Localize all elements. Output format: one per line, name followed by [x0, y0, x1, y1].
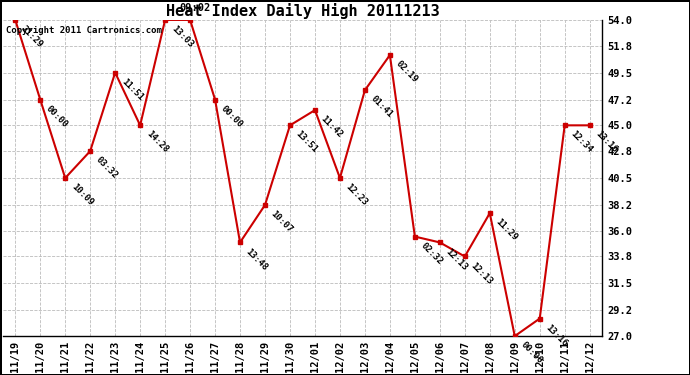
Text: 21:29: 21:29 [19, 24, 45, 50]
Text: 00:00: 00:00 [219, 104, 244, 129]
Text: 13:16: 13:16 [594, 129, 619, 155]
Text: 02:19: 02:19 [394, 59, 420, 85]
Text: 14:28: 14:28 [144, 129, 170, 155]
Text: 12:23: 12:23 [344, 182, 369, 207]
Text: 13:16: 13:16 [544, 323, 569, 348]
Text: 13:48: 13:48 [244, 247, 270, 272]
Text: 11:42: 11:42 [319, 114, 344, 140]
Text: 02:32: 02:32 [419, 241, 444, 266]
Text: 11:51: 11:51 [119, 77, 145, 102]
Text: 09:02: 09:02 [179, 3, 210, 13]
Text: 12:13: 12:13 [469, 261, 494, 286]
Text: 13:51: 13:51 [294, 129, 319, 155]
Text: 12:13: 12:13 [444, 247, 469, 272]
Text: 00:00: 00:00 [44, 104, 70, 129]
Text: 03:32: 03:32 [95, 155, 120, 181]
Text: 11:29: 11:29 [494, 217, 520, 243]
Text: 12:34: 12:34 [569, 129, 594, 155]
Text: 10:07: 10:07 [269, 209, 295, 234]
Title: Heat Index Daily High 20111213: Heat Index Daily High 20111213 [166, 3, 440, 19]
Text: 01:41: 01:41 [369, 94, 395, 120]
Text: 13:03: 13:03 [169, 24, 195, 50]
Text: 00:00: 00:00 [519, 340, 544, 366]
Text: 10:09: 10:09 [70, 182, 95, 207]
Text: Copyright 2011 Cartronics.com: Copyright 2011 Cartronics.com [6, 26, 161, 35]
